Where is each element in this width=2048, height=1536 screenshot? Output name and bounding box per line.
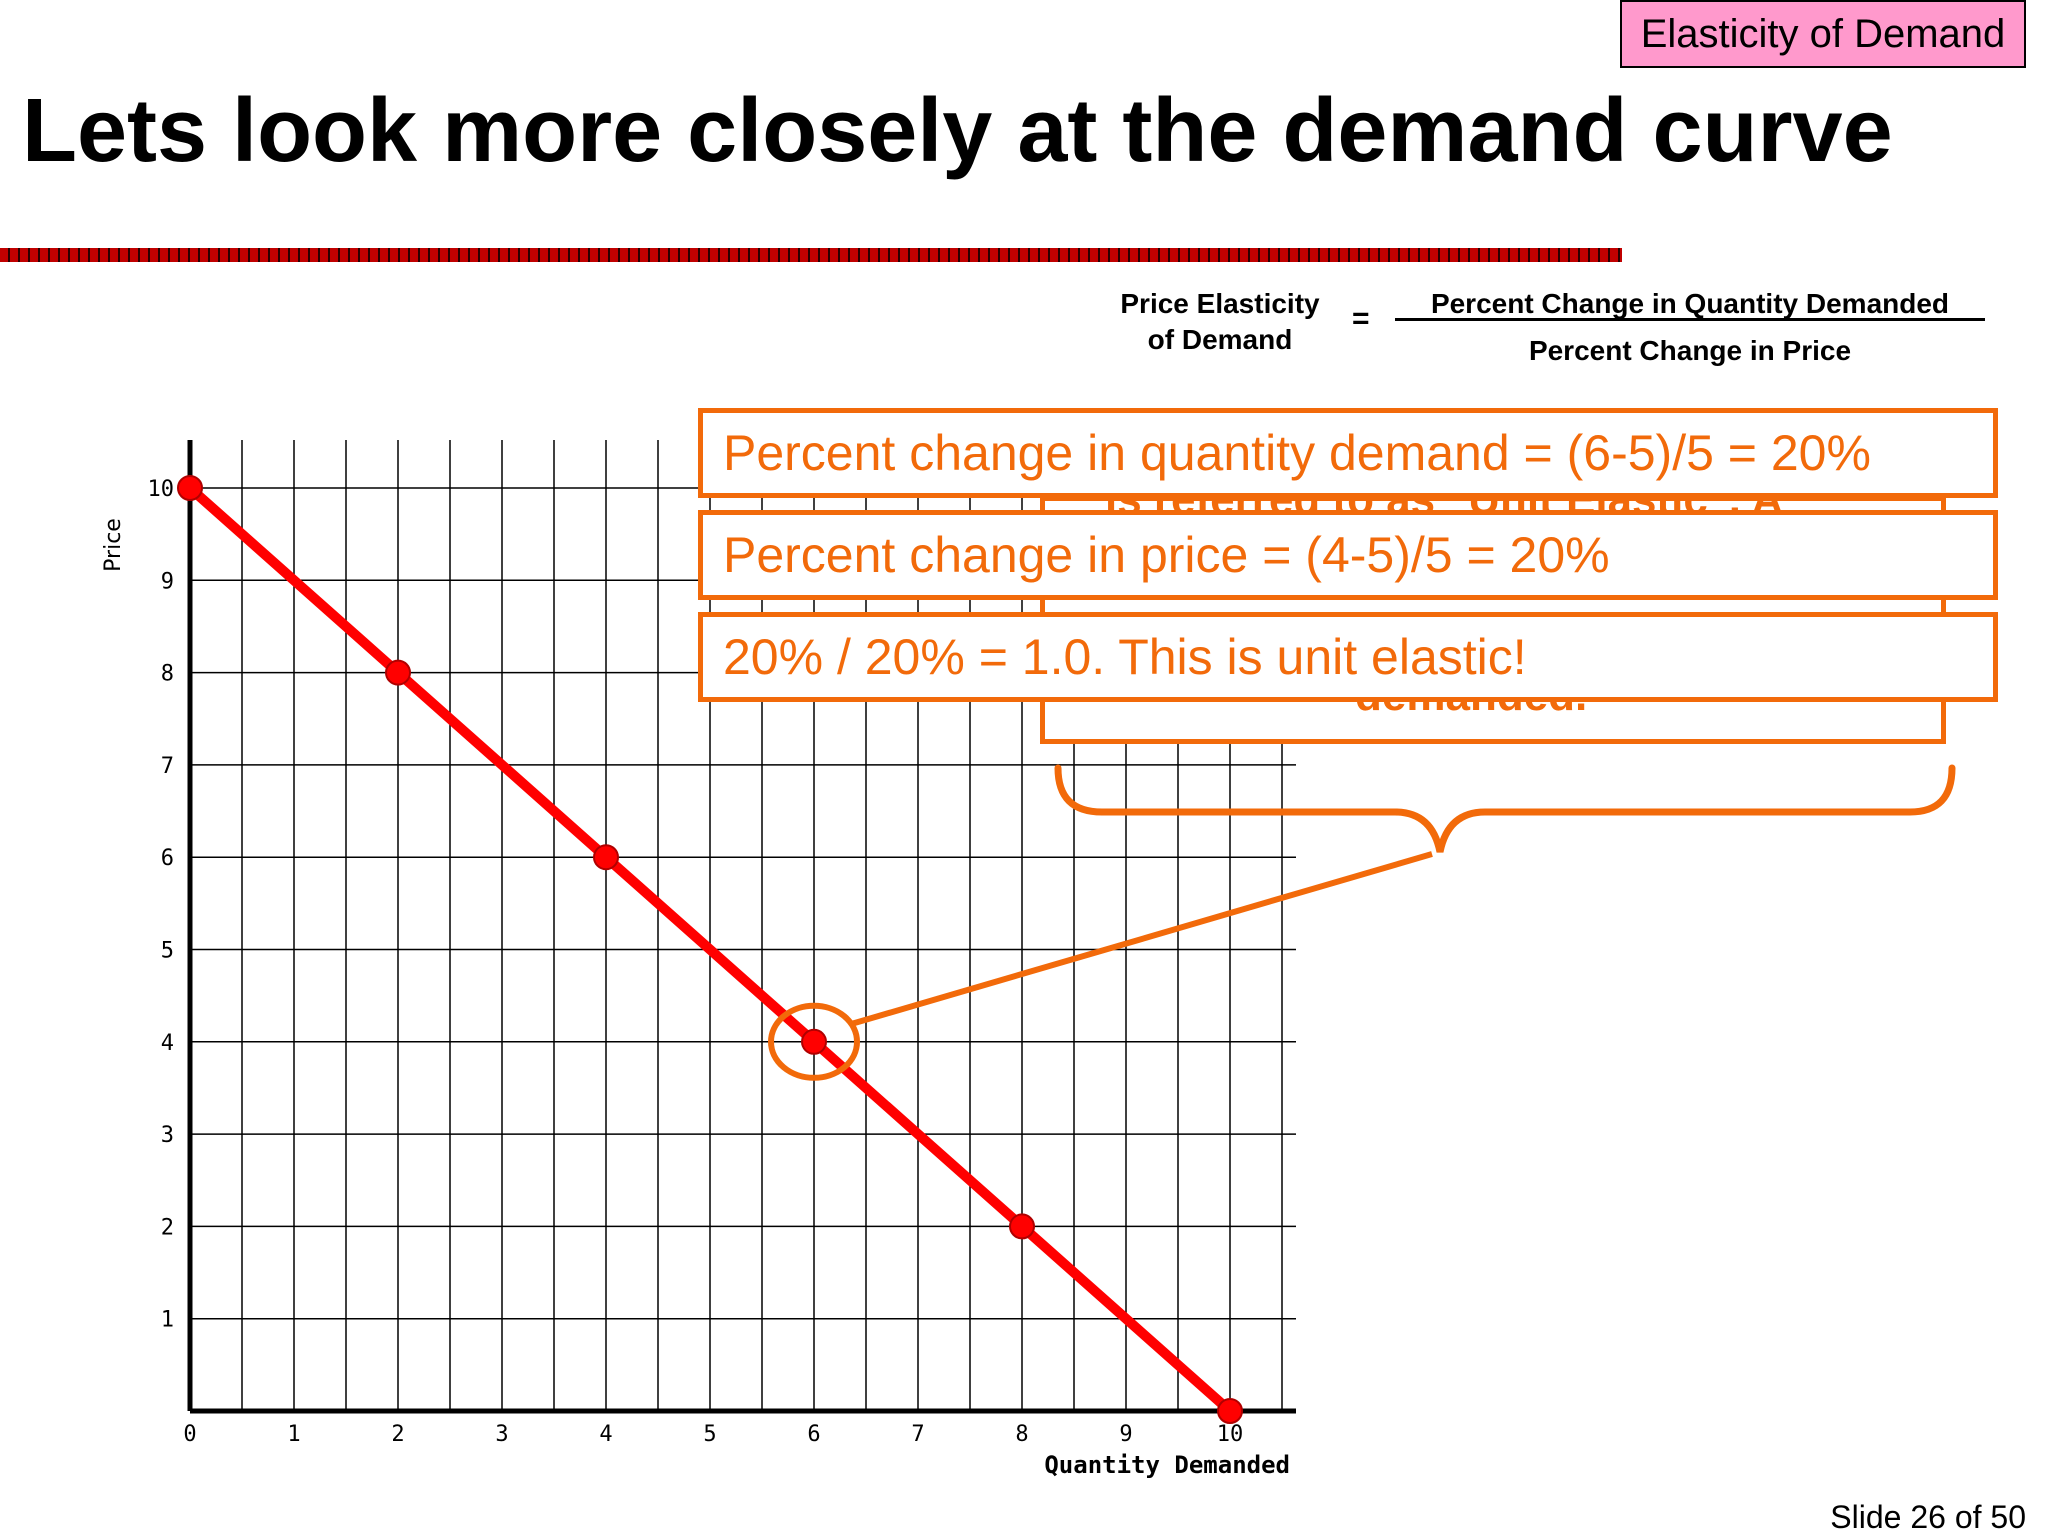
formula-lhs-line1: Price Elasticity — [1120, 288, 1320, 319]
formula-equals: = — [1352, 302, 1370, 335]
y-tick-label: 7 — [161, 754, 174, 779]
x-tick-label: 2 — [391, 1422, 404, 1447]
demand-point — [1217, 1398, 1243, 1424]
topic-tag: Elasticity of Demand — [1620, 0, 2026, 68]
y-tick-label: 10 — [148, 477, 175, 502]
x-tick-label: 9 — [1119, 1422, 1132, 1447]
y-tick-label: 9 — [161, 569, 174, 594]
y-tick-label: 3 — [161, 1123, 174, 1148]
x-axis-label: Quantity Demanded — [1044, 1451, 1290, 1479]
callout-quantity-change: Percent change in quantity demand = (6-5… — [698, 408, 1998, 498]
formula-denominator: Percent Change in Price — [1528, 335, 1852, 366]
y-tick-label: 4 — [161, 1031, 174, 1056]
x-tick-label: 0 — [183, 1422, 196, 1447]
y-tick-label: 2 — [161, 1215, 174, 1240]
demand-point — [593, 844, 619, 871]
callout-price-change: Percent change in price = (4-5)/5 = 20% — [698, 510, 1998, 600]
formula-fraction-bar — [1395, 318, 1985, 321]
highlight-ring — [768, 1002, 860, 1081]
y-tick-label: 1 — [161, 1308, 174, 1333]
demand-point — [801, 1028, 827, 1055]
demand-curve-line — [185, 483, 1235, 1416]
x-tick-label: 3 — [495, 1422, 508, 1447]
callout-connector-line — [851, 851, 1433, 1027]
callout-ratio: 20% / 20% = 1.0. This is unit elastic! — [698, 612, 1998, 702]
y-tick-label: 5 — [161, 939, 174, 964]
y-tick-label: 8 — [161, 662, 174, 687]
x-tick-label: 5 — [703, 1422, 716, 1447]
x-tick-label: 6 — [807, 1422, 820, 1447]
x-tick-label: 4 — [599, 1422, 612, 1447]
formula-lhs: Price Elasticity of Demand — [1110, 286, 1330, 358]
formula-lhs-line2: of Demand — [1147, 324, 1293, 355]
slide-number: Slide 26 of 50 — [1830, 1499, 2026, 1535]
slide-title: Lets look more closely at the demand cur… — [22, 81, 1893, 181]
x-tick-label: 7 — [911, 1422, 924, 1447]
formula-numerator: Percent Change in Quantity Demanded — [1430, 288, 1950, 319]
demand-point — [177, 475, 203, 501]
y-axis-label: Price — [101, 518, 126, 572]
title-divider — [0, 248, 1622, 262]
curly-brace — [1054, 764, 1956, 853]
demand-point — [1009, 1213, 1035, 1240]
x-tick-label: 10 — [1217, 1422, 1244, 1447]
y-tick-label: 6 — [161, 846, 174, 871]
x-tick-label: 8 — [1015, 1422, 1028, 1447]
x-tick-label: 1 — [287, 1422, 300, 1447]
demand-point — [385, 659, 411, 686]
